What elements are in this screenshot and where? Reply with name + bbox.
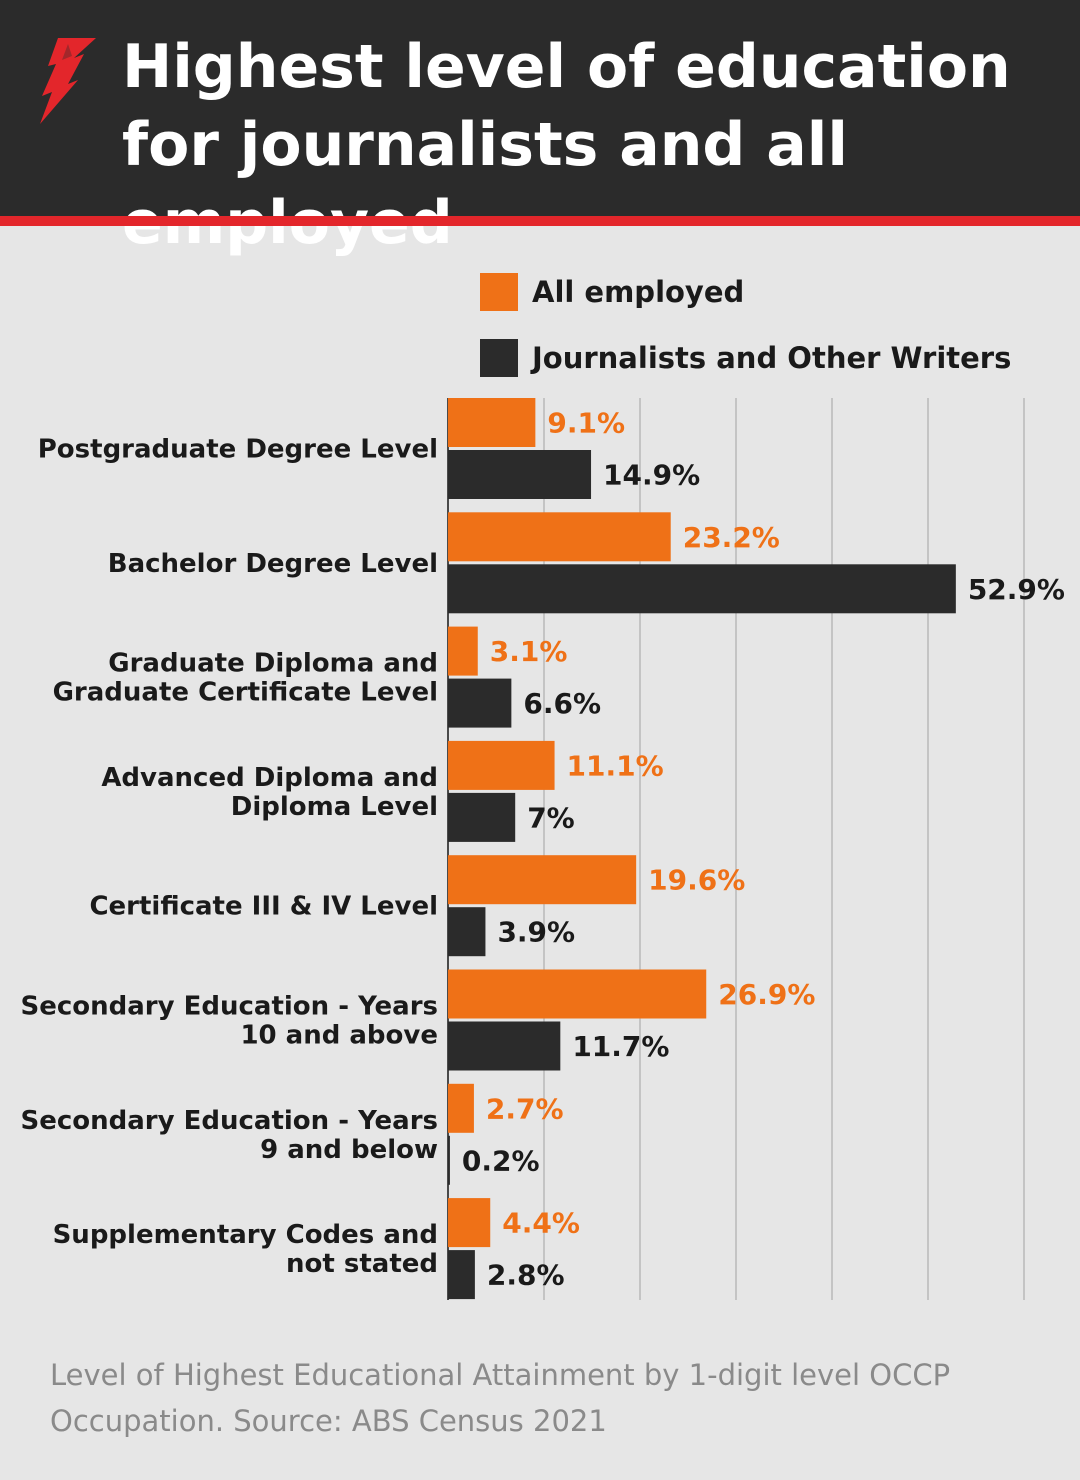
bar-all-employed	[448, 626, 478, 676]
category-label: Postgraduate Degree Level	[38, 435, 438, 465]
bar-journalists	[448, 1135, 450, 1185]
category-label: Advanced Diploma and Diploma Level	[101, 763, 438, 822]
legend-label-all-employed: All employed	[532, 275, 745, 309]
category-label: Certificate III & IV Level	[89, 892, 438, 922]
category-label: Bachelor Degree Level	[108, 549, 438, 579]
bar-all-employed	[448, 969, 707, 1019]
data-label: 7%	[527, 801, 575, 834]
bar-all-employed	[448, 398, 536, 447]
data-label: 19.6%	[648, 864, 745, 897]
bar-journalists	[448, 792, 516, 842]
legend-label-journalists: Journalists and Other Writers	[532, 341, 1012, 375]
header-accent-stripe	[0, 216, 1080, 226]
data-label: 2.8%	[487, 1259, 565, 1292]
bar-chart: Postgraduate Degree Level 9.1% 14.9% Bachel…	[21, 398, 1065, 1300]
bar-journalists	[448, 1021, 561, 1071]
data-label: 2.7%	[486, 1092, 564, 1125]
legend-swatch-journalists	[480, 339, 518, 377]
legend-item-journalists: Journalists and Other Writers	[480, 338, 1011, 378]
legend-swatch-all-employed	[480, 273, 518, 311]
bar-journalists	[448, 1250, 475, 1300]
category-label: Secondary Education - Years 9 and below	[21, 1106, 439, 1165]
bar-journalists	[448, 450, 592, 499]
data-label: 52.9%	[968, 573, 1065, 606]
category-label: Secondary Education - Years 10 and above	[21, 992, 439, 1051]
bar-all-employed	[448, 740, 555, 790]
data-label: 11.1%	[567, 749, 664, 782]
sbs-logo-icon	[40, 38, 96, 124]
bar-all-employed	[448, 855, 637, 905]
category-label: Graduate Diploma and Graduate Certificate…	[53, 649, 438, 708]
data-label: 4.4%	[502, 1207, 580, 1240]
data-label: 14.9%	[603, 459, 700, 492]
bar-all-employed	[448, 1198, 491, 1248]
bar-journalists	[448, 564, 956, 614]
page-title: Highest level of education for journalis…	[122, 32, 1011, 258]
legend-item-all-employed: All employed	[480, 272, 744, 312]
bar-all-employed	[448, 512, 671, 562]
data-label: 6.6%	[523, 687, 601, 720]
category-label: Supplementary Codes and not stated	[53, 1220, 438, 1279]
data-label: 23.2%	[683, 521, 780, 554]
header-bar: Highest level of education for journalis…	[0, 0, 1080, 258]
data-label: 9.1%	[547, 407, 625, 440]
data-label: 3.1%	[490, 635, 568, 668]
bar-all-employed	[448, 1083, 474, 1133]
data-label: 3.9%	[497, 916, 575, 949]
data-label: 26.9%	[718, 978, 815, 1011]
data-label: 11.7%	[572, 1030, 669, 1063]
bar-journalists	[448, 907, 486, 957]
data-label: 0.2%	[462, 1144, 540, 1177]
source-note: Level of Highest Educational Attainment …	[50, 1358, 951, 1438]
bar-journalists	[448, 678, 512, 728]
